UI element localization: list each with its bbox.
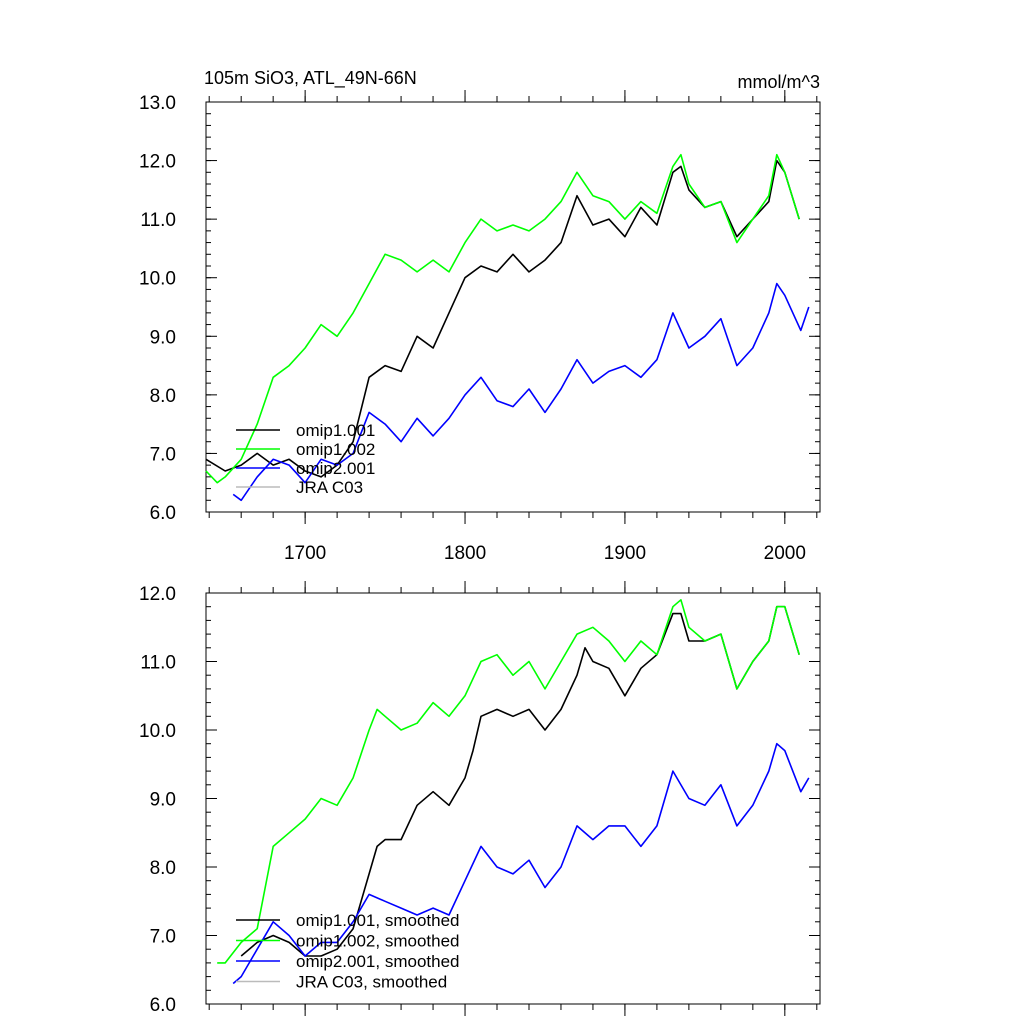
series-line-omip1-001 <box>240 605 800 957</box>
series-line-omip2-001 <box>232 282 810 502</box>
y-tick-label: 7.0 <box>150 444 176 465</box>
y-tick-label: 9.0 <box>150 790 176 811</box>
x-tick-label: 1800 <box>444 543 486 564</box>
y-tick-label: 10.0 <box>139 269 176 290</box>
legend-item: JRA C03 <box>236 478 363 497</box>
series-line-omip1-002 <box>217 599 800 964</box>
legend-item: omip1.001, smoothed <box>236 911 460 930</box>
y-tick-label: 12.0 <box>139 584 176 605</box>
legend-item: omip1.002, smoothed <box>236 932 460 951</box>
y-tick-label: 8.0 <box>150 386 176 407</box>
plot-frame <box>205 101 821 513</box>
units-label: mmol/m^3 <box>738 72 820 92</box>
x-tick-label: 1700 <box>284 543 326 564</box>
y-tick-label: 11.0 <box>140 653 176 674</box>
legend-label: JRA C03 <box>296 478 363 497</box>
series-line-omip2-001 <box>232 742 810 985</box>
smoothed-timeseries-panel: 6.0 7.0 8.0 9.0 10.0 11.0 12.0 omip1.001, smoo… <box>139 581 821 1016</box>
legend-label: omip2.001, smoothed <box>296 952 460 971</box>
x-tick-label: 2000 <box>764 543 806 564</box>
legend-item: omip2.001 <box>236 459 375 478</box>
series-line-omip1-001 <box>205 159 800 478</box>
x-tick-label: 1900 <box>604 543 646 564</box>
y-tick-label: 10.0 <box>139 721 176 742</box>
legend-label: omip1.002 <box>296 440 375 459</box>
y-tick-label: 6.0 <box>150 503 176 524</box>
legend-label: omip1.001, smoothed <box>296 911 460 930</box>
legend-item: omip1.001 <box>236 421 375 440</box>
y-tick-label: 13.0 <box>139 93 176 114</box>
legend-item: omip1.002 <box>236 440 375 459</box>
legend-bottom: omip1.001, smoothed omip1.002, smoothedom… <box>236 911 460 992</box>
series-line-omip1-002 <box>205 153 800 484</box>
plot-area-top: 6.0 7.0 8.0 9.0 10.0 11.0 12.0 13.0 1700 1800 1900… <box>139 90 821 564</box>
legend-label: omip2.001 <box>296 459 375 478</box>
legend-label: omip1.002, smoothed <box>296 932 460 951</box>
y-tick-label: 8.0 <box>150 858 176 879</box>
y-tick-label: 12.0 <box>139 152 176 173</box>
y-tick-label: 6.0 <box>150 995 176 1016</box>
legend-label: omip1.001 <box>296 421 375 440</box>
chart-title: 105m SiO3, ATL_49N-66N <box>204 68 417 89</box>
y-tick-label: 7.0 <box>150 927 176 948</box>
legend-label: JRA C03, smoothed <box>296 973 447 992</box>
y-tick-label: 11.0 <box>140 210 176 231</box>
legend-item: JRA C03, smoothed <box>236 973 447 992</box>
legend-item: omip2.001, smoothed <box>236 952 460 971</box>
plot-area-bottom: 6.0 7.0 8.0 9.0 10.0 11.0 12.0 <box>139 581 821 1016</box>
y-tick-label: 9.0 <box>150 327 176 348</box>
raw-timeseries-panel: 105m SiO3, ATL_49N-66N mmol/m^3 6.0 7.0 8.… <box>139 68 821 564</box>
